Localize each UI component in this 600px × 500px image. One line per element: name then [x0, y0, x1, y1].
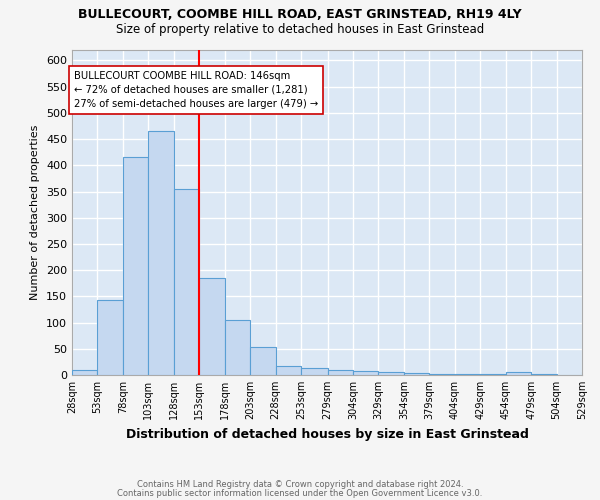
Bar — [582, 372, 600, 375]
Bar — [480, 374, 506, 375]
Text: Size of property relative to detached houses in East Grinstead: Size of property relative to detached ho… — [116, 22, 484, 36]
Text: BULLECOURT COOMBE HILL ROAD: 146sqm
← 72% of detached houses are smaller (1,281): BULLECOURT COOMBE HILL ROAD: 146sqm ← 72… — [74, 71, 318, 109]
Bar — [174, 189, 199, 375]
Bar — [148, 131, 174, 375]
Y-axis label: Number of detached properties: Number of detached properties — [31, 125, 40, 300]
X-axis label: Distribution of detached houses by size in East Grinstead: Distribution of detached houses by size … — [125, 428, 529, 440]
Bar — [224, 320, 250, 375]
Text: BULLECOURT, COOMBE HILL ROAD, EAST GRINSTEAD, RH19 4LY: BULLECOURT, COOMBE HILL ROAD, EAST GRINS… — [78, 8, 522, 20]
Text: Contains HM Land Registry data © Crown copyright and database right 2024.: Contains HM Land Registry data © Crown c… — [137, 480, 463, 489]
Bar — [199, 278, 224, 375]
Bar — [250, 347, 275, 375]
Bar — [430, 374, 455, 375]
Bar — [72, 370, 97, 375]
Bar — [404, 374, 430, 375]
Text: Contains public sector information licensed under the Open Government Licence v3: Contains public sector information licen… — [118, 488, 482, 498]
Bar — [328, 370, 353, 375]
Bar — [275, 366, 301, 375]
Bar — [301, 368, 328, 375]
Bar — [353, 371, 379, 375]
Bar — [379, 372, 404, 375]
Bar — [531, 374, 557, 375]
Bar — [97, 300, 123, 375]
Bar — [506, 372, 531, 375]
Bar — [123, 158, 148, 375]
Bar — [455, 374, 480, 375]
